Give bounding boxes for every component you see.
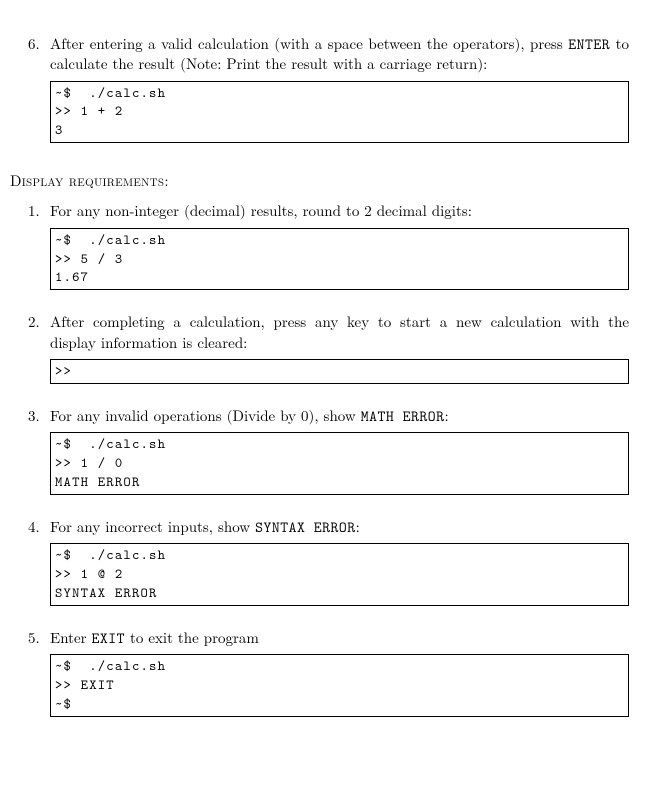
exit-inline: EXIT [92,628,126,648]
code-line: SYNTAX ERROR [55,584,624,603]
codebox-3: ~$ ./calc.sh>> 1 / 0MATH ERROR [50,432,629,495]
enter-key: ENTER [568,34,610,54]
codebox-5: ~$ ./calc.sh>> EXIT~$ [50,654,629,717]
item-4-text-before: For any incorrect inputs, show [50,516,255,537]
code-line: 3 [55,121,624,140]
code-line: ~$ ./calc.sh [55,84,624,103]
inner-list: For any non-integer (decimal) results, r… [10,201,629,716]
item-4-text-after: : [356,516,360,537]
item-4: For any incorrect inputs, show SYNTAX ER… [50,517,629,606]
code-line: >> 5 / 3 [55,250,624,269]
item-5: Enter EXIT to exit the program ~$ ./calc… [50,628,629,717]
item-3-text-before: For any invalid operations (Divide by 0)… [50,405,361,426]
item-1-text: For any non-integer (decimal) results, r… [50,200,472,221]
math-error-inline: MATH ERROR [361,406,445,426]
code-line: ~$ ./calc.sh [55,231,624,250]
code-line: >> EXIT [55,676,624,695]
code-line: ~$ ./calc.sh [55,546,624,565]
item-3-text-after: : [444,405,448,426]
code-line: >> 1 / 0 [55,454,624,473]
top-item-6: After entering a valid calculation (with… [50,34,629,143]
code-line: ~$ ./calc.sh [55,657,624,676]
code-line: >> 1 + 2 [55,102,624,121]
item-5-text-after: to exit the program [125,627,259,648]
code-line: >> 1 @ 2 [55,565,624,584]
item-1: For any non-integer (decimal) results, r… [50,201,629,290]
code-line: 1.67 [55,268,624,287]
code-line: ~$ [55,695,624,714]
item-2: After completing a calculation, press an… [50,312,629,383]
top-list: After entering a valid calculation (with… [10,34,629,143]
top-item-6-text-before: After entering a valid calculation (with… [50,33,568,54]
codebox-2: >> [50,359,629,384]
codebox-top: ~$ ./calc.sh>> 1 + 23 [50,81,629,144]
code-line: MATH ERROR [55,473,624,492]
item-3: For any invalid operations (Divide by 0)… [50,406,629,495]
codebox-1: ~$ ./calc.sh>> 5 / 31.67 [50,228,629,291]
codebox-4: ~$ ./calc.sh>> 1 @ 2SYNTAX ERROR [50,543,629,606]
code-line: ~$ ./calc.sh [55,435,624,454]
syntax-error-inline: SYNTAX ERROR [255,517,356,537]
code-line: >> [55,362,624,381]
item-5-text-before: Enter [50,627,92,648]
section-heading: Display requirements: [10,171,629,191]
item-2-text: After completing a calculation, press an… [50,311,629,352]
